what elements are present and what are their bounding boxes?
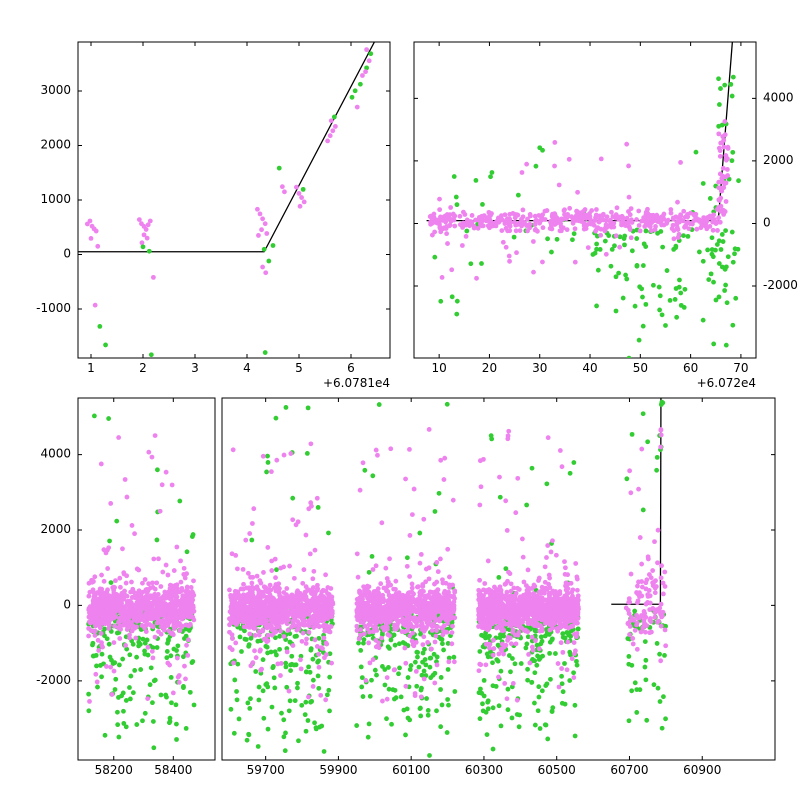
lightcurve-plots-canvas (0, 0, 800, 800)
lightcurve-figure: BLG41K0806.034682 (8951.63, 6068.11) 3 1… (0, 0, 800, 800)
